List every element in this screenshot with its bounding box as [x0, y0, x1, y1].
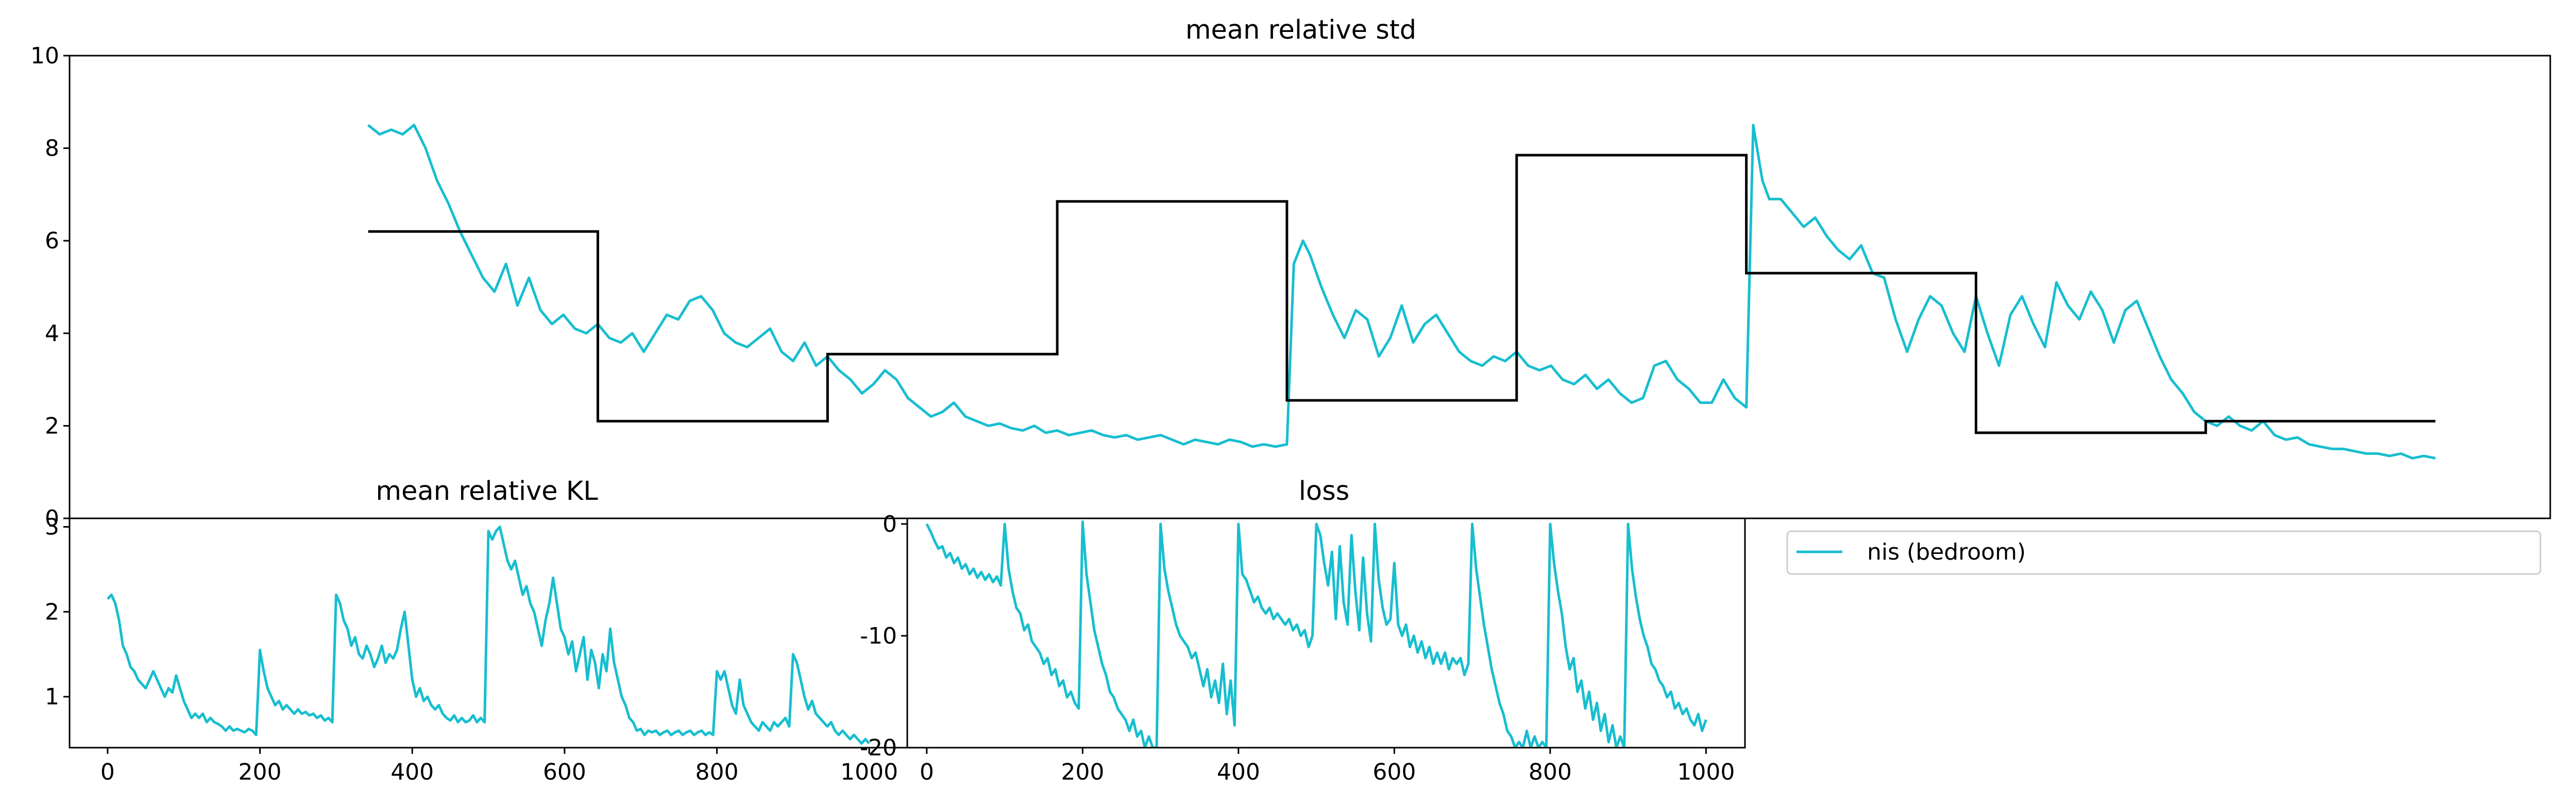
std-y-ticks: 0 2 4 6 8 10 [30, 43, 70, 532]
kl-plot-area [107, 526, 870, 745]
loss-title: loss [1299, 476, 1350, 507]
legend-box [1786, 530, 2541, 575]
kl-ytick-label: 2 [45, 599, 59, 625]
kl-xtick-label: 400 [391, 759, 434, 785]
loss-ytick-label: -10 [860, 623, 897, 649]
kl-ytick-label: 1 [45, 684, 59, 710]
loss-ytick-label: -20 [860, 735, 897, 761]
legend-label: nis (bedroom) [1867, 539, 2026, 565]
kl-x-ticks: 0 200 400 600 800 1000 [100, 748, 898, 785]
loss-xtick-label: 800 [1529, 759, 1572, 785]
loss-axes-frame [906, 517, 1746, 749]
kl-xtick-label: 0 [100, 759, 115, 785]
kl-ytick-label: 3 [45, 514, 59, 540]
loss-xtick-label: 200 [1061, 759, 1104, 785]
std-plot-area [367, 124, 2436, 460]
std-ytick-label: 0 [45, 505, 59, 532]
kl-xtick-label: 800 [695, 759, 738, 785]
std-ytick-label: 2 [45, 413, 59, 439]
kl-title: mean relative KL [376, 476, 598, 507]
std-title: mean relative std [1185, 15, 1416, 45]
loss-panel: loss 0 200 400 600 800 1000 -20 -10 0 [860, 476, 1746, 785]
loss-xtick-label: 400 [1217, 759, 1260, 785]
std-ytick-label: 6 [45, 228, 59, 254]
loss-ytick-label: 0 [883, 511, 897, 537]
loss-plot-area [925, 520, 1707, 748]
loss-xtick-label: 0 [920, 759, 934, 785]
loss-x-ticks: 0 200 400 600 800 1000 [920, 748, 1735, 785]
loss-xtick-label: 1000 [1677, 759, 1735, 785]
std-ytick-label: 8 [45, 136, 59, 162]
kl-xtick-label: 600 [543, 759, 586, 785]
std-ytick-label: 10 [30, 43, 59, 69]
loss-xtick-label: 600 [1372, 759, 1416, 785]
loss-y-ticks: -20 -10 0 [860, 511, 907, 761]
std-ytick-label: 4 [45, 320, 59, 347]
std-axes-frame [69, 55, 2551, 519]
legend-panel: nis (bedroom) [1744, 518, 2541, 748]
kl-panel: mean relative KL 0 200 400 600 800 1000 1 2 3 [45, 476, 908, 785]
kl-y-ticks: 1 2 3 [45, 514, 70, 710]
std-panel: mean relative std 0 2 4 6 8 10 [30, 15, 2551, 532]
kl-xtick-label: 200 [239, 759, 282, 785]
kl-xtick-label: 1000 [840, 759, 898, 785]
